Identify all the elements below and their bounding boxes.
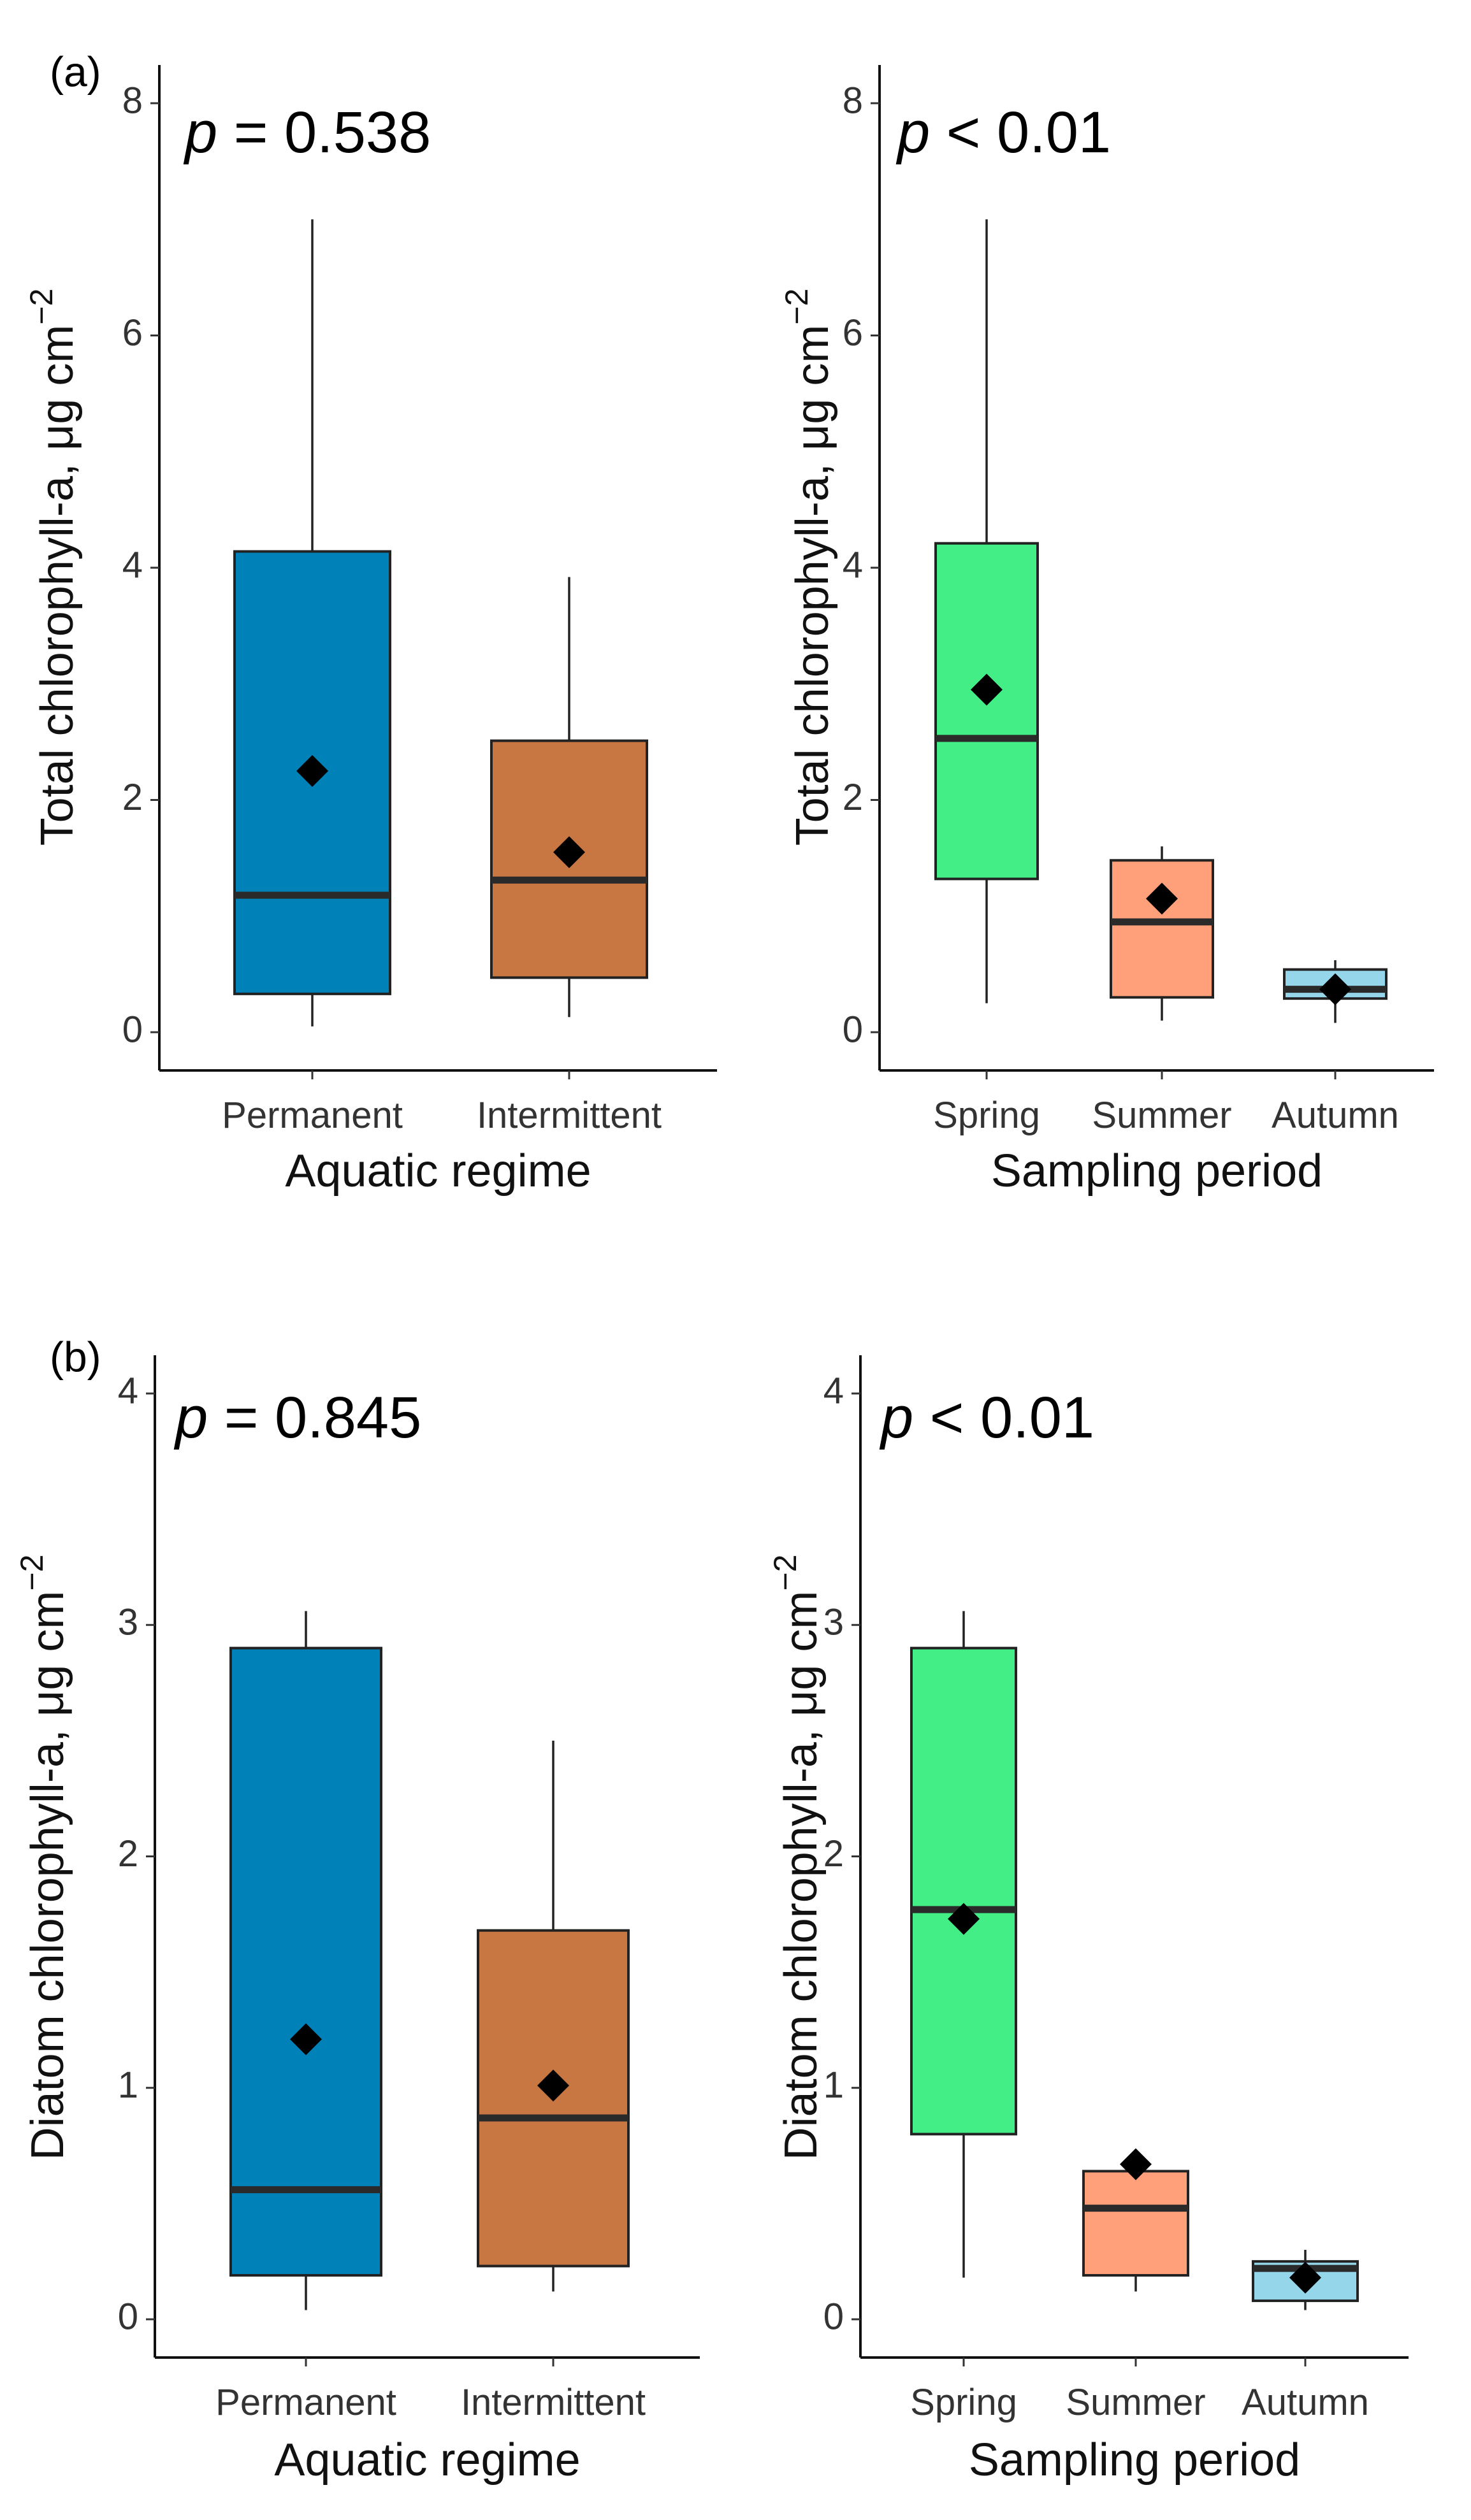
y-tick-label: 2 — [118, 1833, 138, 1875]
y-tick-label: 6 — [843, 312, 863, 354]
y-tick-label: 8 — [122, 80, 143, 121]
x-tick-label: Permanent — [222, 1095, 403, 1136]
mean-marker-intermittent — [537, 2070, 569, 2102]
x-axis-title: Aquatic regime — [274, 2435, 580, 2486]
y-axis-title: Diatom chlorophyll-a, μg cm−2 — [767, 1555, 827, 2161]
y-tick-label: 4 — [122, 544, 143, 586]
x-tick-label: Summer — [1092, 1095, 1231, 1136]
x-tick-label: Autumn — [1272, 1095, 1399, 1136]
p-value-annotation: p = 0.845 — [173, 1385, 421, 1450]
box-summer — [1082, 2170, 1189, 2277]
y-tick-label: 0 — [823, 2296, 844, 2337]
box-spring — [934, 542, 1039, 881]
x-axis-title: Sampling period — [969, 2435, 1300, 2486]
y-tick-label: 3 — [823, 1602, 844, 1643]
y-axis-title: Total chlorophyll-a, μg cm−2 — [779, 289, 838, 846]
mean-marker-autumn — [1319, 973, 1351, 1005]
box-spring — [910, 1646, 1017, 2136]
mean-marker-spring — [971, 673, 1003, 706]
y-axis-title: Total chlorophyll-a, μg cm−2 — [24, 289, 83, 846]
y-tick-label: 4 — [843, 544, 863, 586]
mean-marker-spring — [948, 1903, 980, 1935]
y-axis-title: Diatom chlorophyll-a, μg cm−2 — [14, 1555, 73, 2161]
y-tick-label: 3 — [118, 1602, 138, 1643]
y-tick-label: 0 — [122, 1009, 143, 1050]
x-tick-label: Permanent — [215, 2382, 396, 2423]
y-tick-label: 2 — [823, 1833, 844, 1875]
panel-label: (b) — [50, 1333, 101, 1380]
mean-marker-intermittent — [553, 836, 585, 868]
y-tick-label: 4 — [823, 1370, 844, 1411]
y-tick-label: 1 — [823, 2064, 844, 2106]
x-tick-label: Intermittent — [461, 2382, 646, 2423]
y-tick-label: 6 — [122, 312, 143, 354]
x-axis-title: Sampling period — [991, 1146, 1322, 1197]
y-tick-label: 4 — [118, 1370, 138, 1411]
p-value-annotation: p < 0.01 — [895, 100, 1111, 165]
y-tick-label: 2 — [122, 777, 143, 818]
x-tick-label: Intermittent — [477, 1095, 662, 1136]
y-tick-label: 1 — [118, 2064, 138, 2106]
mean-marker-permanent — [290, 2023, 322, 2056]
x-tick-label: Spring — [910, 2382, 1017, 2423]
x-axis-title: Aquatic regime — [285, 1146, 591, 1197]
panel-label: (a) — [50, 48, 101, 95]
y-tick-label: 8 — [843, 80, 863, 121]
box-summer — [1110, 859, 1214, 999]
x-tick-label: Summer — [1066, 2382, 1205, 2423]
x-tick-label: Autumn — [1242, 2382, 1369, 2423]
mean-marker-summer — [1120, 2148, 1152, 2180]
mean-marker-summer — [1146, 882, 1178, 915]
box-permanent — [229, 1646, 382, 2277]
y-tick-label: 2 — [843, 777, 863, 818]
p-value-annotation: p = 0.538 — [183, 100, 431, 165]
y-tick-label: 0 — [843, 1009, 863, 1050]
y-tick-label: 0 — [118, 2296, 138, 2337]
p-value-annotation: p < 0.01 — [879, 1385, 1094, 1450]
mean-marker-autumn — [1289, 2261, 1321, 2294]
x-tick-label: Spring — [933, 1095, 1040, 1136]
mean-marker-permanent — [296, 754, 328, 787]
